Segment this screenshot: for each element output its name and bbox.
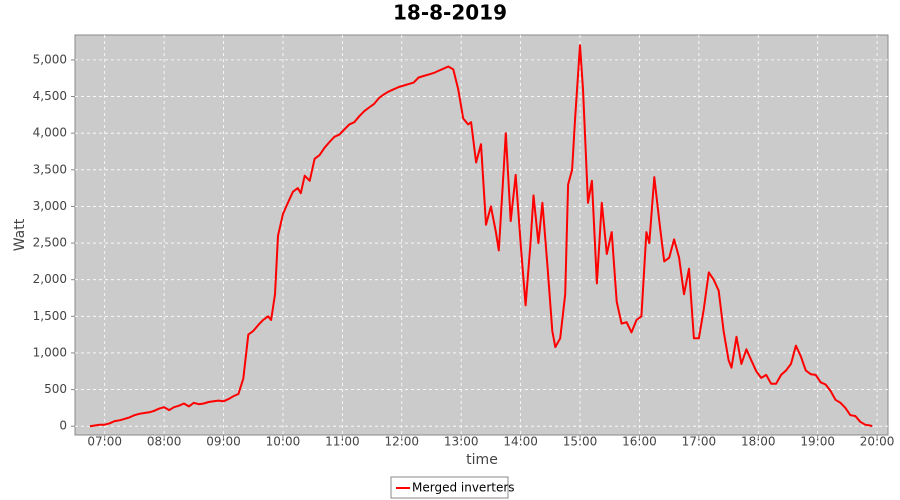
y-tick-label: 0 [59, 419, 67, 433]
y-tick-label: 2,500 [33, 236, 67, 250]
y-tick-label: 3,000 [33, 199, 67, 213]
y-tick-label: 5,000 [33, 52, 67, 66]
x-tick-label: 07:00 [87, 435, 122, 449]
y-tick-label: 3,500 [33, 162, 67, 176]
x-tick-label: 15:00 [563, 435, 598, 449]
x-tick-label: 20:00 [860, 435, 895, 449]
plot-area [74, 34, 889, 436]
x-tick-label: 13:00 [444, 435, 479, 449]
x-tick-label: 11:00 [325, 435, 360, 449]
y-tick-label: 500 [44, 382, 67, 396]
x-tick-label: 14:00 [503, 435, 538, 449]
x-tick-label: 18:00 [741, 435, 776, 449]
x-tick-label: 12:00 [384, 435, 419, 449]
x-tick-label: 19:00 [800, 435, 835, 449]
y-tick-label: 2,000 [33, 272, 67, 286]
y-tick-label: 1,000 [33, 345, 67, 359]
y-axis-title: Watt [12, 218, 28, 251]
y-tick-label: 4,000 [33, 126, 67, 140]
legend-label: Merged inverters [412, 481, 515, 495]
chart-title: 18-8-2019 [393, 1, 507, 25]
y-tick-label: 4,500 [33, 89, 67, 103]
legend-box [390, 476, 509, 499]
y-tick-label: 1,500 [33, 309, 67, 323]
x-tick-label: 10:00 [266, 435, 301, 449]
x-tick-label: 08:00 [147, 435, 182, 449]
data-line [89, 44, 873, 428]
x-tick-label: 17:00 [682, 435, 717, 449]
x-tick-label: 16:00 [622, 435, 657, 449]
x-axis-title: time [466, 452, 498, 468]
x-tick-label: 09:00 [206, 435, 241, 449]
